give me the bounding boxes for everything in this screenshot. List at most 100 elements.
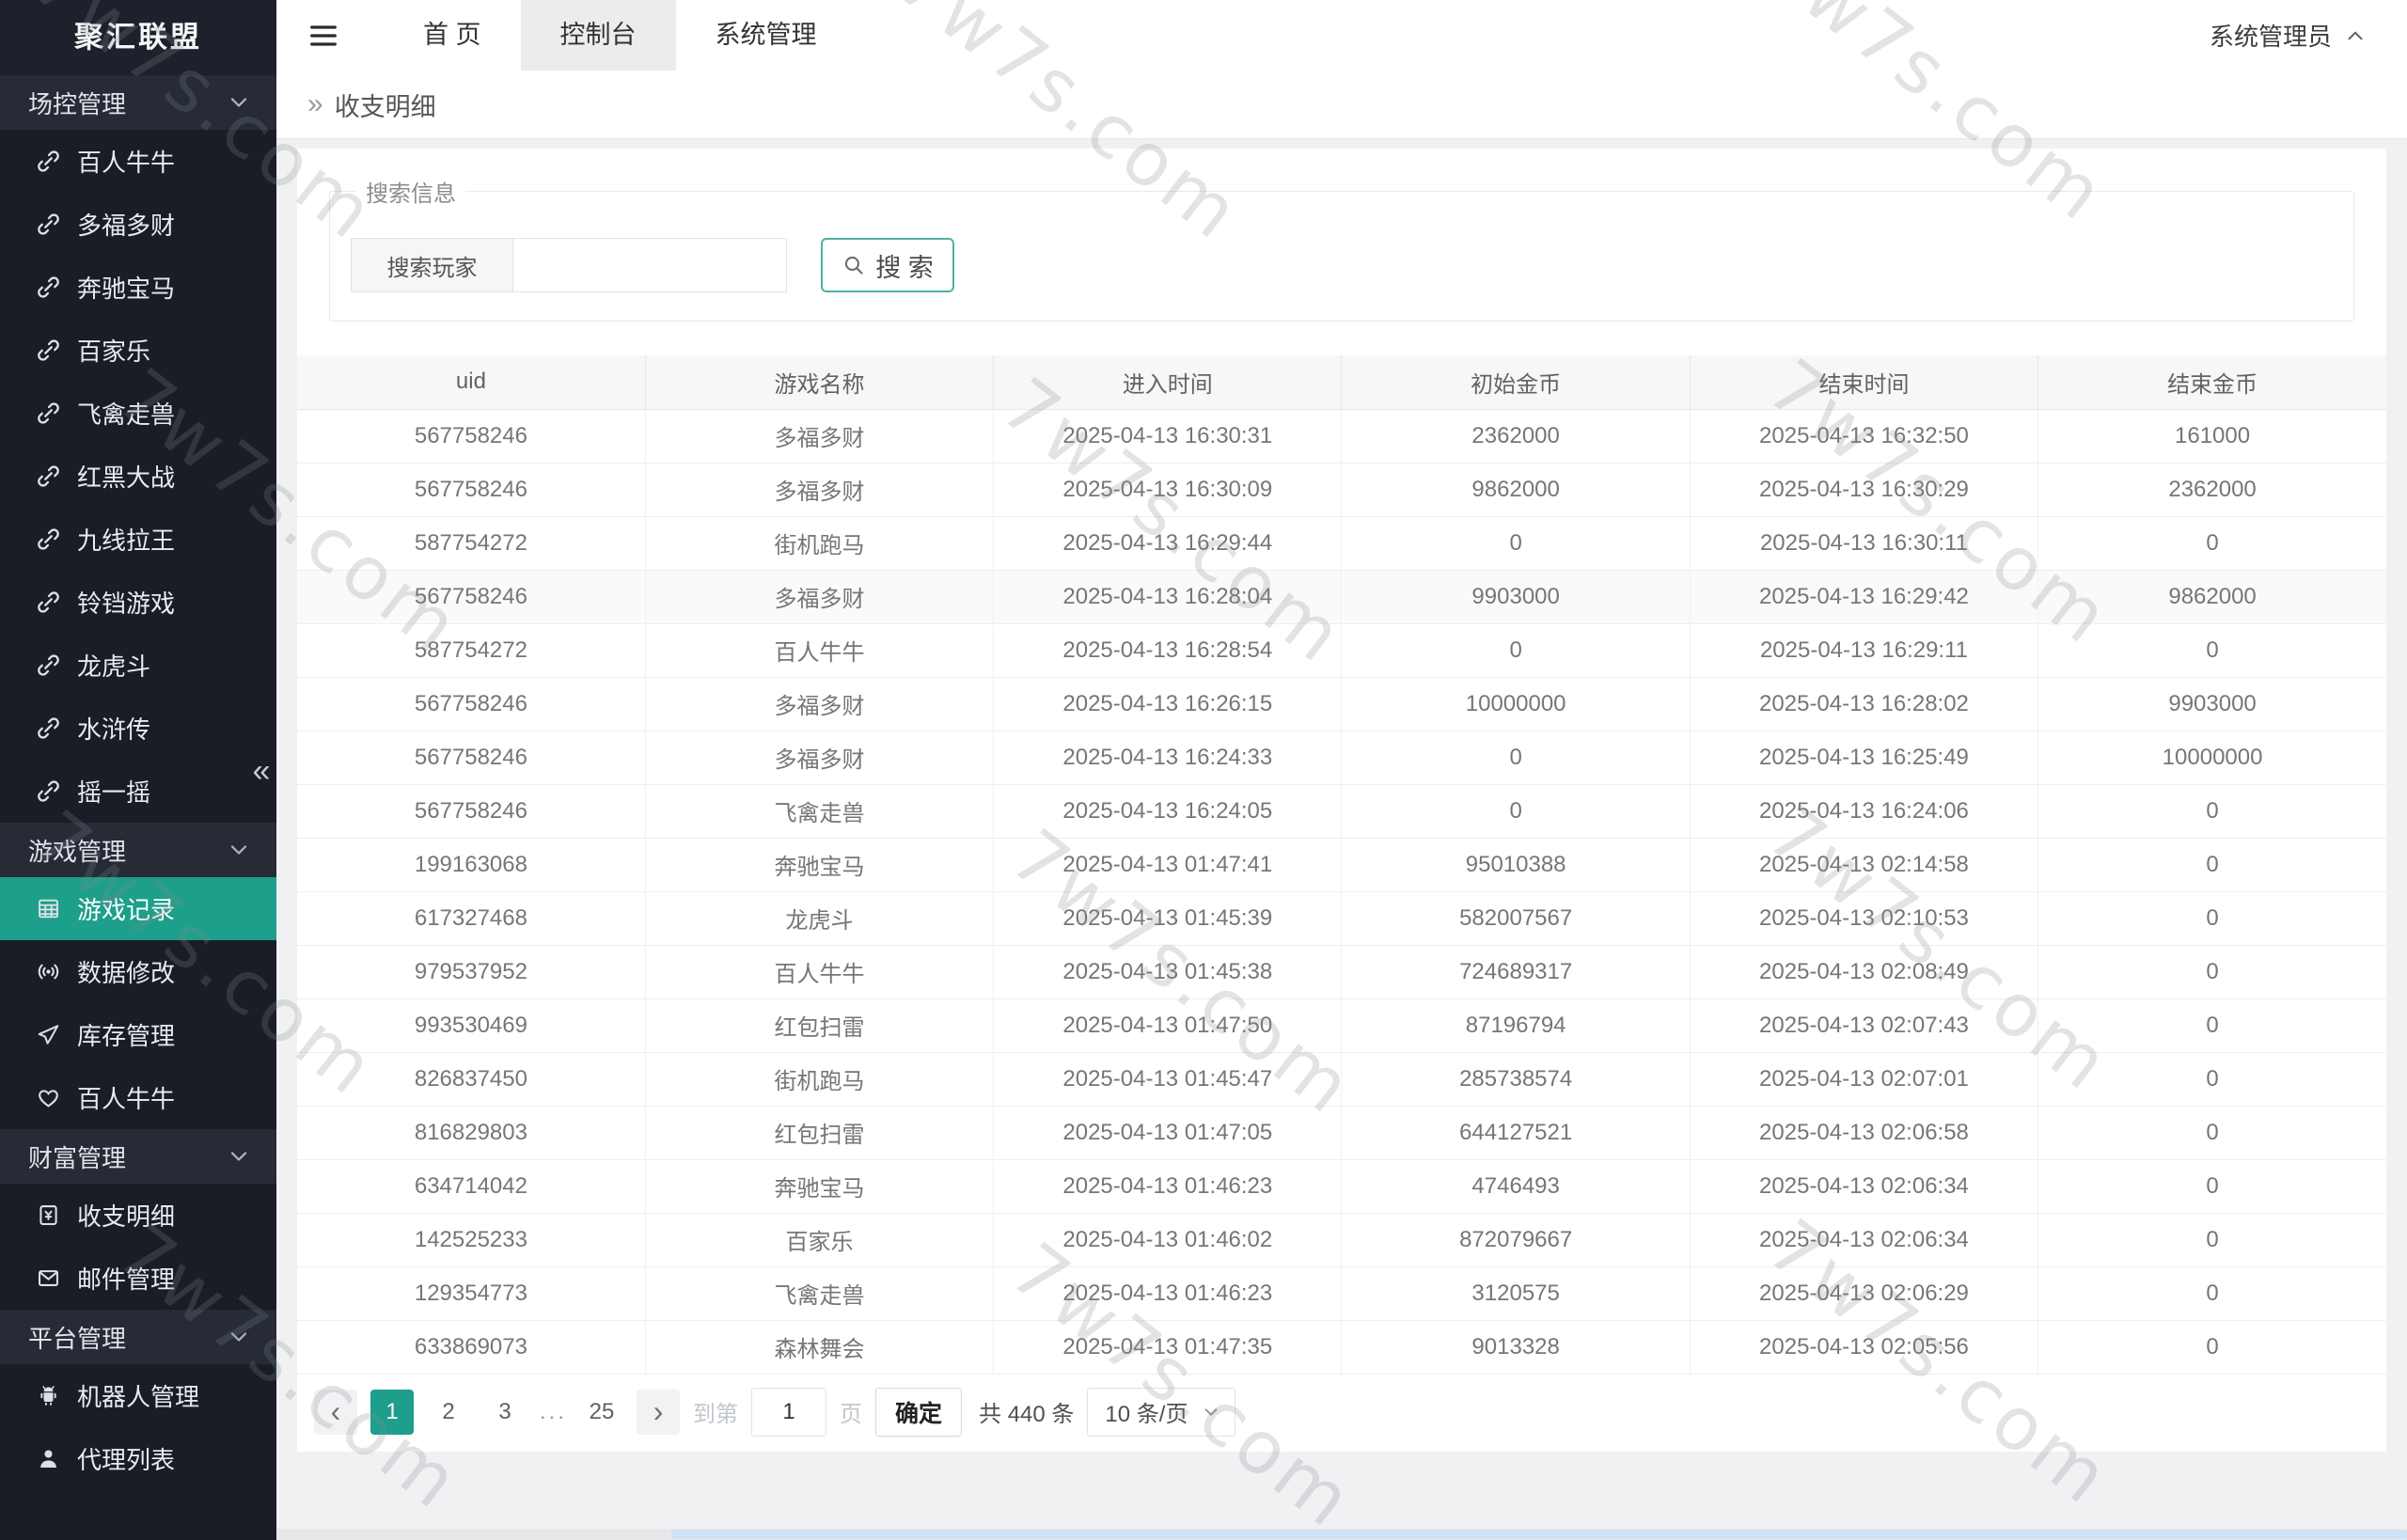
table-cell: 2025-04-13 02:06:29	[1690, 1266, 2039, 1320]
table-cell: 0	[1341, 731, 1691, 784]
page-button[interactable]: 25	[580, 1389, 624, 1435]
grid-icon	[36, 896, 61, 921]
table-cell: 2025-04-13 02:10:53	[1690, 891, 2039, 945]
table-cell: 街机跑马	[645, 1052, 995, 1106]
nav-tab[interactable]: 首 页	[423, 21, 481, 49]
table-cell: 2025-04-13 02:14:58	[1690, 838, 2039, 891]
chevron-down-icon	[226, 1324, 252, 1350]
chevron-down-icon	[1201, 1402, 1221, 1422]
table-cell: 10000000	[1341, 677, 1691, 731]
table-cell: 2025-04-13 16:30:09	[993, 463, 1343, 516]
table-cell: 飞禽走兽	[645, 784, 995, 838]
goto-prefix-label: 到第	[693, 1402, 739, 1427]
table-cell: 2025-04-13 02:06:34	[1690, 1213, 2039, 1266]
goto-page-input[interactable]	[751, 1387, 827, 1437]
sidebar-item[interactable]: 百人牛牛	[0, 1066, 276, 1129]
page-button[interactable]: 3	[483, 1389, 527, 1435]
user-name: 系统管理员	[2209, 23, 2332, 51]
menu-toggle-icon[interactable]	[307, 19, 340, 53]
main-panel: 搜索信息 搜索玩家 搜 索 uid 游戏名称 进入时间 初始金币 结束时间 结束金币 56…	[297, 149, 2386, 1452]
sidebar-section[interactable]: 平台管理	[0, 1310, 276, 1364]
table-cell: 2025-04-13 16:32:50	[1690, 409, 2039, 463]
heart-icon	[36, 1085, 61, 1110]
nav-tabs: 首 页 控制台 系统管理	[384, 0, 857, 71]
sidebar-item[interactable]: 收支明细	[0, 1184, 276, 1247]
sidebar-item[interactable]: 多福多财	[0, 193, 276, 256]
table-cell: 644127521	[1341, 1106, 1691, 1159]
table-cell: 4746493	[1341, 1159, 1691, 1213]
sidebar-item[interactable]: 库存管理	[0, 1003, 276, 1066]
table-cell: 百人牛牛	[645, 623, 995, 677]
page-button[interactable]: 2	[427, 1389, 470, 1435]
page-size-select[interactable]: 10 条/页	[1087, 1387, 1236, 1437]
link-icon	[36, 275, 61, 300]
sidebar-item[interactable]: 百家乐	[0, 319, 276, 382]
table-cell: 2025-04-13 01:47:35	[993, 1320, 1343, 1374]
link-icon	[36, 526, 61, 552]
breadcrumb: » 收支明细	[276, 71, 2407, 139]
sidebar-item[interactable]: 九线拉王	[0, 508, 276, 571]
sidebar-item[interactable]: 邮件管理	[0, 1247, 276, 1310]
sidebar-section[interactable]: 场控管理	[0, 75, 276, 130]
sidebar-item-label: 飞禽走兽	[77, 401, 176, 429]
sidebar-item[interactable]: 机器人管理	[0, 1364, 276, 1427]
chevron-down-icon	[226, 1143, 252, 1170]
table-row: 129354773 飞禽走兽 2025-04-13 01:46:23 3120575 2…	[297, 1266, 2386, 1320]
user-menu[interactable]: 系统管理员	[2210, 18, 2368, 53]
sidebar-section[interactable]: 财富管理	[0, 1129, 276, 1184]
sidebar-item[interactable]: 游戏记录	[0, 877, 276, 940]
cashbox-icon	[36, 1202, 61, 1228]
table-cell: 617327468	[297, 891, 646, 945]
sidebar-section-label: 平台管理	[28, 1324, 127, 1353]
sidebar-section[interactable]: 游戏管理	[0, 823, 276, 877]
nav-tab[interactable]: 系统管理	[715, 21, 817, 49]
table-row: 199163068 奔驰宝马 2025-04-13 01:47:41 95010388…	[297, 838, 2386, 891]
sidebar-item[interactable]: 百人牛牛	[0, 130, 276, 193]
horizontal-scrollbar[interactable]	[276, 1529, 2407, 1540]
sidebar-item[interactable]: 铃铛游戏	[0, 571, 276, 634]
table-cell: 2025-04-13 16:26:15	[993, 677, 1343, 731]
sidebar-item[interactable]: 水浒传	[0, 697, 276, 760]
sidebar-item[interactable]: 数据修改	[0, 940, 276, 1003]
goto-suffix-label: 页	[840, 1402, 863, 1427]
search-input[interactable]	[512, 238, 787, 292]
search-box: 搜索信息 搜索玩家 搜 索	[329, 175, 2354, 322]
confirm-button[interactable]: 确定	[875, 1387, 963, 1437]
table-cell: 129354773	[297, 1266, 646, 1320]
agent-icon	[36, 1446, 61, 1471]
records-table: uid 游戏名称 进入时间 初始金币 结束时间 结束金币 567758246 多福多财 202…	[297, 355, 2386, 1375]
app-title: 聚汇联盟	[0, 0, 276, 75]
table-row: 826837450 街机跑马 2025-04-13 01:45:47 28573857…	[297, 1052, 2386, 1106]
sidebar-collapse-button[interactable]: «	[252, 752, 271, 789]
sidebar-item[interactable]: 龙虎斗	[0, 634, 276, 697]
page-button[interactable]: 1	[370, 1389, 414, 1435]
sidebar-item[interactable]: 红黑大战	[0, 445, 276, 508]
table-cell: 0	[2037, 784, 2386, 838]
nav-tab[interactable]: 控制台	[520, 0, 676, 71]
page-title: 收支明细	[334, 92, 436, 121]
link-icon	[36, 401, 61, 426]
sidebar-item[interactable]: 奔驰宝马	[0, 256, 276, 319]
sidebar-item-label: 百人牛牛	[77, 149, 176, 177]
search-button[interactable]: 搜 索	[821, 238, 954, 292]
table-row: 617327468 龙虎斗 2025-04-13 01:45:39 582007567…	[297, 891, 2386, 945]
table-cell: 587754272	[297, 623, 646, 677]
sidebar-item-label: 多福多财	[77, 212, 176, 240]
sidebar-section-label: 场控管理	[28, 89, 127, 118]
table-cell: 567758246	[297, 677, 646, 731]
sidebar-item-label: 游戏记录	[77, 896, 176, 924]
sidebar-item[interactable]: 飞禽走兽	[0, 382, 276, 445]
table-cell: 993530469	[297, 998, 646, 1052]
table-cell: 2362000	[2037, 463, 2386, 516]
table-cell: 2025-04-13 01:46:23	[993, 1159, 1343, 1213]
link-icon	[36, 338, 61, 363]
table-cell: 2362000	[1341, 409, 1691, 463]
sidebar-item[interactable]: 摇一摇	[0, 760, 276, 823]
table-cell: 0	[2037, 945, 2386, 998]
scrollbar-thumb[interactable]	[671, 1530, 2407, 1539]
sidebar-item[interactable]: 代理列表	[0, 1427, 276, 1490]
breadcrumb-caret-icon: »	[307, 88, 323, 119]
next-page-button[interactable]: ›	[637, 1389, 681, 1435]
prev-page-button[interactable]: ‹	[314, 1389, 357, 1435]
column-header: 初始金币	[1341, 355, 1691, 410]
